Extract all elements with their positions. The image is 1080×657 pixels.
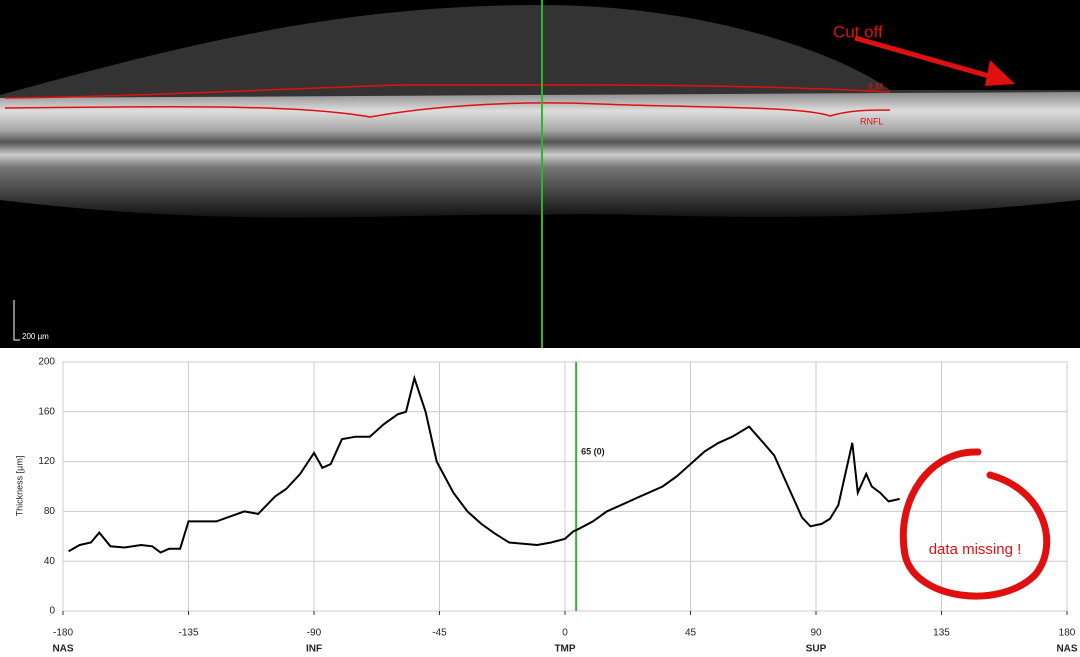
y-tick-label: 0 (49, 606, 55, 617)
y-tick-label: 160 (38, 406, 55, 417)
rnfl-line (4, 102, 891, 118)
ilm-label: ILM (868, 81, 883, 91)
cut-off-label: Cut off (833, 22, 883, 41)
x-tick-label: 135 (933, 628, 950, 639)
y-tick-label: 80 (44, 506, 56, 517)
x-tick-label: -45 (432, 628, 447, 639)
y-axis-label: Thickness [µm] (14, 456, 24, 517)
annotation-text: data missing ! (929, 541, 1022, 558)
arrow-head (985, 60, 1015, 86)
retina-band (0, 92, 1080, 218)
ilm-line (4, 84, 891, 99)
x-region-label: NAS (1056, 644, 1077, 655)
x-region-label: INF (306, 644, 322, 655)
x-tick-label: 180 (1059, 628, 1076, 639)
arrow (854, 35, 1011, 85)
x-region-label: NAS (52, 644, 73, 655)
x-region-label: SUP (806, 644, 827, 655)
x-tick-label: -180 (53, 628, 73, 639)
y-tick-label: 200 (38, 357, 55, 368)
chart: 0 40 80 120 160 200 -180 -135 -90 -45 0 45 90 135 180 N… (38, 357, 1078, 655)
series-line (68, 374, 900, 554)
x-region-label: TMP (554, 644, 575, 655)
x-tick-label: 90 (810, 628, 822, 639)
x-tick-label: 0 (562, 628, 568, 639)
y-tick-label: 40 (44, 556, 56, 567)
vitreous (0, 5, 1080, 110)
x-tick-label: -135 (178, 628, 198, 639)
cursor-label: 65 (0) (581, 446, 605, 456)
x-tick-label: 45 (685, 628, 697, 639)
rnfl-label: RNFL (860, 116, 884, 126)
y-tick-label: 120 (38, 456, 55, 467)
scale-label: 200 µm (22, 332, 49, 341)
x-tick-label: -90 (307, 628, 322, 639)
scale-bar (13, 300, 20, 341)
annotation-circle (899, 448, 1051, 600)
